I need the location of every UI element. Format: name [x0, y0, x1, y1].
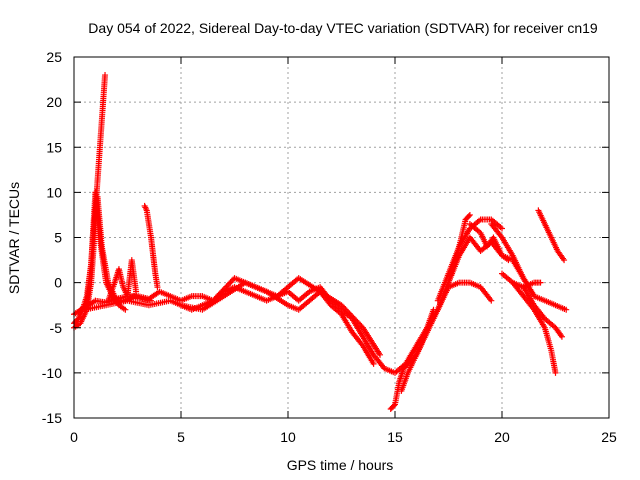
x-axis-label: GPS time / hours [287, 457, 394, 473]
x-tick-label: 0 [70, 429, 78, 445]
data-point [370, 360, 377, 367]
series-track-14 [488, 220, 570, 313]
data-point [488, 297, 495, 304]
data-point [122, 306, 129, 313]
data-point [390, 402, 397, 409]
y-tick-label: -10 [42, 365, 62, 381]
x-tick-label: 25 [601, 429, 617, 445]
x-tick-label: 5 [177, 429, 185, 445]
series-track-13 [466, 220, 512, 264]
x-tick-label: 15 [387, 429, 403, 445]
data-point [154, 284, 161, 291]
data-point [377, 351, 384, 358]
series-track-17 [535, 207, 568, 264]
series-track-5 [141, 202, 161, 291]
grid-lines [74, 57, 609, 418]
series-track-10 [398, 279, 495, 394]
series-track-8 [178, 279, 377, 367]
y-tick-label: 0 [54, 275, 62, 291]
x-tick-label: 20 [494, 429, 510, 445]
series-track-18 [499, 270, 544, 291]
series-track-3 [77, 189, 129, 313]
data-point [563, 306, 570, 313]
axis-ticks: 0 5 10 15 20 25 -15 -10 -5 0 5 10 15 20 25 [42, 49, 617, 445]
data-point [558, 333, 565, 340]
data-point [505, 257, 512, 264]
data-point [102, 72, 109, 79]
data-points [71, 72, 570, 412]
y-tick-label: 5 [54, 230, 62, 246]
series-track-11 [434, 216, 505, 304]
data-point [561, 257, 568, 264]
series-track-16 [520, 284, 565, 340]
data-point [552, 369, 559, 376]
y-axis-label: SDTVAR / TECUs [6, 182, 22, 294]
y-tick-label: 10 [46, 184, 62, 200]
y-tick-label: 20 [46, 94, 62, 110]
y-tick-label: -5 [50, 320, 63, 336]
chart-title: Day 054 of 2022, Sidereal Day-to-day VTE… [88, 20, 598, 36]
y-tick-label: -15 [42, 410, 62, 426]
data-point [499, 225, 505, 232]
data-point [537, 279, 544, 286]
x-tick-label: 10 [280, 429, 296, 445]
data-point [465, 213, 472, 220]
y-tick-label: 25 [46, 49, 62, 65]
y-tick-label: 15 [46, 139, 62, 155]
data-point [466, 211, 473, 218]
